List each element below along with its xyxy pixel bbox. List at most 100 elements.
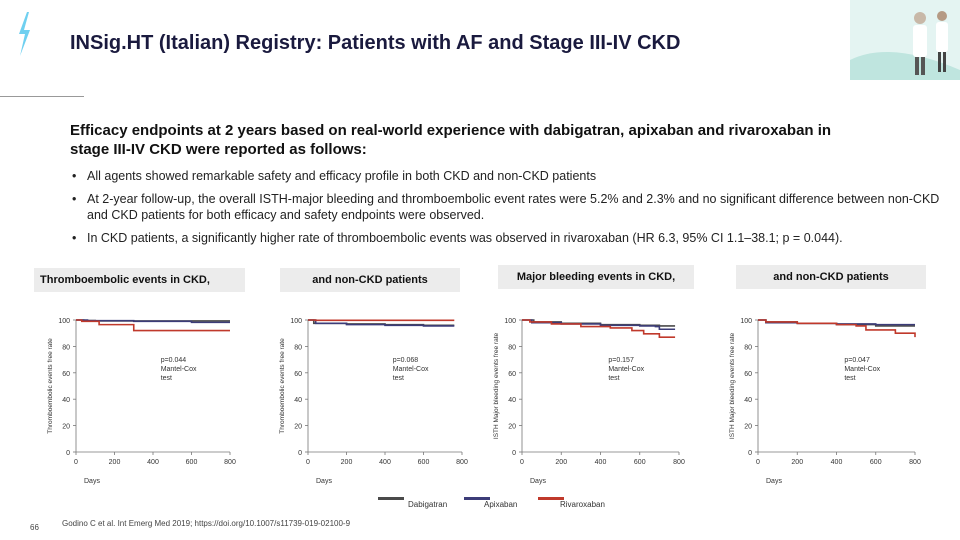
y-tick-label: 60 <box>508 371 516 378</box>
y-axis-label: ISTH Major bleeding events free rate <box>729 333 736 440</box>
x-tick-label: 400 <box>147 459 159 466</box>
x-tick-label: 800 <box>224 459 236 466</box>
x-tick-label: 400 <box>831 459 843 466</box>
legend-swatch <box>464 497 490 500</box>
header-mb-ckd-label: Major bleeding events in CKD, <box>516 271 676 283</box>
x-tick-label: 800 <box>909 459 921 466</box>
corner-illustration <box>850 0 960 80</box>
y-tick-label: 60 <box>294 371 302 378</box>
legend-swatch <box>378 497 404 500</box>
page-number: 66 <box>30 523 39 532</box>
p-value-annotation: Mantel-Cox <box>393 366 429 373</box>
x-tick-label: 0 <box>520 459 524 466</box>
bullet-list: All agents showed remarkable safety and … <box>70 168 950 253</box>
y-tick-label: 0 <box>66 450 70 457</box>
header-te-ckd: Thromboembolic events in CKD, <box>34 268 245 292</box>
p-value-annotation: test <box>161 375 172 382</box>
y-axis-label: Thromboembolic events free rate <box>47 338 54 434</box>
p-value-annotation: Mantel-Cox <box>161 366 197 373</box>
p-value-annotation: p=0.044 <box>161 357 187 364</box>
x-axis-label: Days <box>766 478 782 485</box>
y-tick-label: 80 <box>62 344 70 351</box>
p-value-annotation: p=0.068 <box>393 357 419 364</box>
y-tick-label: 0 <box>748 450 752 457</box>
y-tick-label: 40 <box>744 397 752 404</box>
series-line-rivaroxaban <box>758 319 916 338</box>
subtitle: Efficacy endpoints at 2 years based on r… <box>70 122 832 158</box>
series-line-rivaroxaban <box>76 319 230 332</box>
km-chart-mb-ckd: 0 20 40 60 80 100 0 200 400 600 800 Days ISTH Major … <box>493 318 685 485</box>
y-tick-label: 20 <box>508 424 516 431</box>
p-value-annotation: Mantel-Cox <box>608 366 644 373</box>
bullet-item: In CKD patients, a significantly higher … <box>70 230 950 246</box>
x-tick-label: 0 <box>756 459 760 466</box>
x-tick-label: 400 <box>379 459 391 466</box>
km-chart-te-nonckd: 0 20 40 60 80 100 0 200 400 600 800 Days Thromboembo… <box>279 318 468 485</box>
header-te-nonckd: and non-CKD patients <box>280 268 460 292</box>
x-tick-label: 200 <box>555 459 567 466</box>
y-tick-label: 20 <box>62 424 70 431</box>
series-line-rivaroxaban <box>522 319 676 338</box>
x-tick-label: 800 <box>456 459 468 466</box>
legend-label: Dabigatran <box>408 500 448 509</box>
x-tick-label: 400 <box>595 459 607 466</box>
series-line-apixaban <box>76 319 230 324</box>
y-tick-label: 40 <box>294 397 302 404</box>
y-tick-label: 60 <box>62 371 70 378</box>
page-title: INSig.HT (Italian) Registry: Patients wi… <box>70 32 681 54</box>
x-tick-label: 200 <box>341 459 353 466</box>
lightning-bolt-icon <box>19 12 30 56</box>
p-value-annotation: p=0.047 <box>844 357 870 364</box>
header-mb-ckd: Major bleeding events in CKD, <box>498 265 694 289</box>
y-tick-label: 0 <box>512 450 516 457</box>
x-tick-label: 800 <box>673 459 685 466</box>
x-tick-label: 600 <box>186 459 198 466</box>
x-tick-label: 200 <box>109 459 121 466</box>
p-value-annotation: test <box>844 375 855 382</box>
y-tick-label: 0 <box>298 450 302 457</box>
divider <box>0 96 84 97</box>
series-line-apixaban <box>308 319 455 327</box>
y-tick-label: 40 <box>508 397 516 404</box>
y-tick-label: 80 <box>294 344 302 351</box>
x-axis-label: Days <box>530 478 546 485</box>
bullet-item: All agents showed remarkable safety and … <box>70 168 950 184</box>
x-tick-label: 600 <box>418 459 430 466</box>
p-value-annotation: test <box>608 375 619 382</box>
y-tick-label: 40 <box>62 397 70 404</box>
header-te-ckd-label: Thromboembolic events in CKD, <box>40 274 210 286</box>
header-mb-nonckd-label: and non-CKD patients <box>773 271 889 283</box>
x-tick-label: 600 <box>870 459 882 466</box>
y-tick-label: 80 <box>744 344 752 351</box>
legend-item-rivaroxaban: Rivaroxaban <box>538 497 605 509</box>
footnote: Godino C et al. Int Emerg Med 2019; http… <box>62 519 351 528</box>
p-value-annotation: test <box>393 375 404 382</box>
y-tick-label: 60 <box>744 371 752 378</box>
x-tick-label: 0 <box>74 459 78 466</box>
p-value-annotation: p=0.157 <box>608 357 634 364</box>
x-axis-label: Days <box>84 478 100 485</box>
km-chart-mb-nonckd: 0 20 40 60 80 100 0 200 400 600 800 Days ISTH Major … <box>729 318 921 485</box>
p-value-annotation: Mantel-Cox <box>844 366 880 373</box>
legend-item-dabigatran: Dabigatran <box>378 497 448 509</box>
legend-label: Apixaban <box>484 500 518 509</box>
x-tick-label: 200 <box>791 459 803 466</box>
km-chart-te-ckd: 0 20 40 60 80 100 0 200 400 600 800 Days Thromboembo… <box>47 318 236 485</box>
x-tick-label: 600 <box>634 459 646 466</box>
bullet-item: At 2-year follow-up, the overall ISTH-ma… <box>70 191 950 223</box>
header-te-nonckd-label: and non-CKD patients <box>312 274 428 286</box>
legend-swatch <box>538 497 564 500</box>
y-tick-label: 20 <box>294 424 302 431</box>
y-tick-label: 100 <box>290 318 302 325</box>
y-tick-label: 100 <box>58 318 70 325</box>
x-axis-label: Days <box>316 478 332 485</box>
y-tick-label: 100 <box>504 318 516 325</box>
legend-label: Rivaroxaban <box>560 500 605 509</box>
y-axis-label: Thromboembolic events free rate <box>279 338 286 434</box>
header-mb-nonckd: and non-CKD patients <box>736 265 926 289</box>
y-tick-label: 100 <box>740 318 752 325</box>
y-tick-label: 20 <box>744 424 752 431</box>
legend-item-apixaban: Apixaban <box>464 497 518 509</box>
x-tick-label: 0 <box>306 459 310 466</box>
y-tick-label: 80 <box>508 344 516 351</box>
